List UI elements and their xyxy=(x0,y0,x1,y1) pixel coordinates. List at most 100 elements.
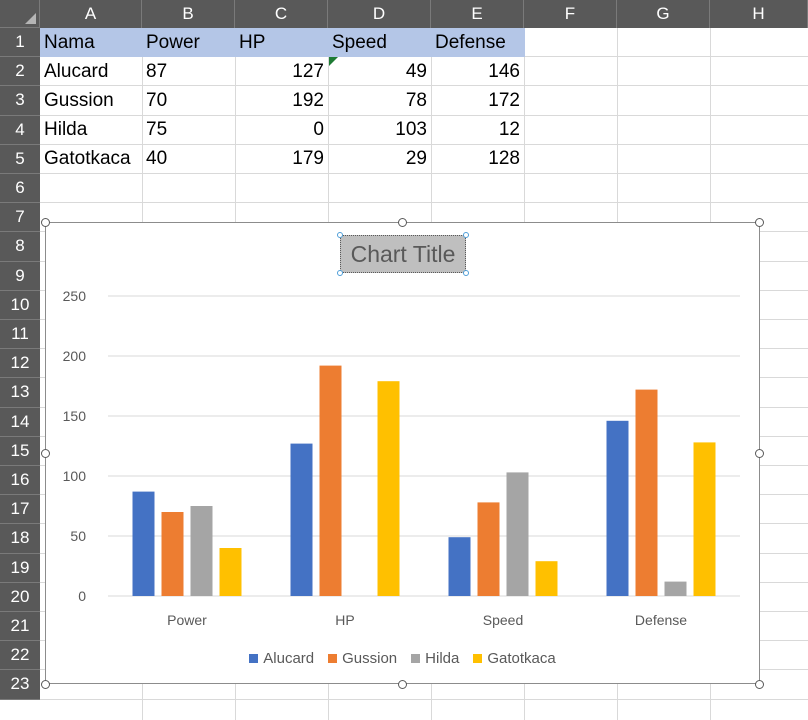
bar-hilda-speed[interactable] xyxy=(506,472,529,596)
row-header-4[interactable]: 4 xyxy=(0,115,40,145)
row-header-17[interactable]: 17 xyxy=(0,495,40,525)
cell-c2[interactable]: 127 xyxy=(292,60,324,82)
bar-gatotkaca-speed[interactable] xyxy=(535,561,558,596)
cell-a2[interactable]: Alucard xyxy=(44,60,109,82)
chart-legend[interactable]: Alucard Gussion Hilda Gatotkaca xyxy=(46,650,759,667)
column-header-a[interactable]: A xyxy=(40,0,142,28)
row-header-20[interactable]: 20 xyxy=(0,582,40,612)
row-header-1[interactable]: 1 xyxy=(0,28,40,58)
cell-b4[interactable]: 75 xyxy=(146,119,168,141)
legend-item-gatotkaca[interactable]: Gatotkaca xyxy=(473,650,556,667)
column-header-f[interactable]: F xyxy=(524,0,617,28)
chart-area[interactable]: 0 50 100 150 200 250 Power HP Speed Defense Chart… xyxy=(45,222,760,684)
chart-handle-bottom-left[interactable] xyxy=(41,680,50,689)
cell-b1[interactable]: Power xyxy=(146,31,200,53)
cell-c5[interactable]: 179 xyxy=(292,148,324,170)
chart-handle-middle-left[interactable] xyxy=(41,449,50,458)
column-header-b[interactable]: B xyxy=(142,0,235,28)
legend-swatch xyxy=(473,654,483,663)
bar-alucard-speed[interactable] xyxy=(448,537,471,596)
bar-alucard-power[interactable] xyxy=(132,491,155,596)
row-header-19[interactable]: 19 xyxy=(0,553,40,583)
title-handle-br[interactable] xyxy=(463,270,469,276)
cell-c1[interactable]: HP xyxy=(239,31,266,53)
cell-b5[interactable]: 40 xyxy=(146,148,168,170)
cell-e4[interactable]: 12 xyxy=(498,119,520,141)
chart-handle-bottom-middle[interactable] xyxy=(398,680,407,689)
row-header-18[interactable]: 18 xyxy=(0,524,40,554)
gridline-horizontal xyxy=(40,202,808,204)
cell-d1[interactable]: Speed xyxy=(332,31,387,53)
cell-e3[interactable]: 172 xyxy=(488,89,520,111)
chart-handle-middle-right[interactable] xyxy=(755,449,764,458)
bar-gussion-power[interactable] xyxy=(161,512,184,596)
chart-title[interactable]: Chart Title xyxy=(340,235,466,273)
chart-handle-top-right[interactable] xyxy=(755,218,764,227)
cell-b3[interactable]: 70 xyxy=(146,89,168,111)
row-header-10[interactable]: 10 xyxy=(0,290,40,320)
legend-item-gussion[interactable]: Gussion xyxy=(328,650,397,667)
bar-gatotkaca-hp[interactable] xyxy=(377,381,400,596)
gridline-horizontal xyxy=(40,114,808,116)
legend-item-hilda[interactable]: Hilda xyxy=(411,650,459,667)
row-header-14[interactable]: 14 xyxy=(0,407,40,437)
row-header-22[interactable]: 22 xyxy=(0,641,40,671)
gridline-horizontal xyxy=(40,85,808,87)
y-tick-label: 150 xyxy=(63,408,87,424)
bar-alucard-hp[interactable] xyxy=(290,443,313,596)
cell-b2[interactable]: 87 xyxy=(146,60,168,82)
column-header-h[interactable]: H xyxy=(710,0,808,28)
cell-c3[interactable]: 192 xyxy=(292,89,324,111)
row-header-11[interactable]: 11 xyxy=(0,320,40,350)
column-header-g[interactable]: G xyxy=(617,0,710,28)
row-header-8[interactable]: 8 xyxy=(0,232,40,262)
cell-a1[interactable]: Nama xyxy=(44,31,95,53)
bar-gatotkaca-defense[interactable] xyxy=(693,442,716,596)
row-header-13[interactable]: 13 xyxy=(0,378,40,408)
row-header-5[interactable]: 5 xyxy=(0,144,40,174)
legend-label: Alucard xyxy=(263,650,315,667)
cell-e1[interactable]: Defense xyxy=(435,31,506,53)
bar-gussion-hp[interactable] xyxy=(319,365,342,596)
legend-swatch xyxy=(328,654,338,663)
row-header-12[interactable]: 12 xyxy=(0,349,40,379)
select-all-corner[interactable] xyxy=(0,0,40,28)
cell-d4[interactable]: 103 xyxy=(395,119,427,141)
cell-e5[interactable]: 128 xyxy=(488,148,520,170)
cell-a3[interactable]: Gussion xyxy=(44,89,114,111)
x-tick-label: HP xyxy=(335,612,354,628)
bar-gussion-defense[interactable] xyxy=(635,389,658,596)
title-handle-bl[interactable] xyxy=(337,270,343,276)
row-header-16[interactable]: 16 xyxy=(0,466,40,496)
cell-a5[interactable]: Gatotkaca xyxy=(44,148,131,170)
cell-c4[interactable]: 0 xyxy=(313,119,324,141)
row-header-9[interactable]: 9 xyxy=(0,261,40,291)
row-header-15[interactable]: 15 xyxy=(0,436,40,466)
column-header-c[interactable]: C xyxy=(235,0,328,28)
cell-d2[interactable]: 49 xyxy=(405,60,427,82)
bar-gatotkaca-power[interactable] xyxy=(219,548,242,596)
title-handle-tl[interactable] xyxy=(337,232,343,238)
y-tick-label: 50 xyxy=(70,528,86,544)
bar-alucard-defense[interactable] xyxy=(606,420,629,596)
column-header-e[interactable]: E xyxy=(431,0,524,28)
chart-handle-bottom-right[interactable] xyxy=(755,680,764,689)
row-header-3[interactable]: 3 xyxy=(0,86,40,116)
row-header-6[interactable]: 6 xyxy=(0,174,40,204)
bar-hilda-defense[interactable] xyxy=(664,581,687,596)
chart-handle-top-middle[interactable] xyxy=(398,218,407,227)
legend-item-alucard[interactable]: Alucard xyxy=(249,650,314,667)
chart-handle-top-left[interactable] xyxy=(41,218,50,227)
bar-hilda-power[interactable] xyxy=(190,506,213,596)
column-header-d[interactable]: D xyxy=(328,0,431,28)
cell-d3[interactable]: 78 xyxy=(405,89,427,111)
row-header-2[interactable]: 2 xyxy=(0,57,40,87)
cell-d5[interactable]: 29 xyxy=(405,148,427,170)
bar-gussion-speed[interactable] xyxy=(477,502,500,596)
cell-a4[interactable]: Hilda xyxy=(44,119,88,141)
row-header-7[interactable]: 7 xyxy=(0,203,40,233)
row-header-23[interactable]: 23 xyxy=(0,670,40,700)
title-handle-tr[interactable] xyxy=(463,232,469,238)
row-header-21[interactable]: 21 xyxy=(0,612,40,642)
cell-e2[interactable]: 146 xyxy=(488,60,520,82)
